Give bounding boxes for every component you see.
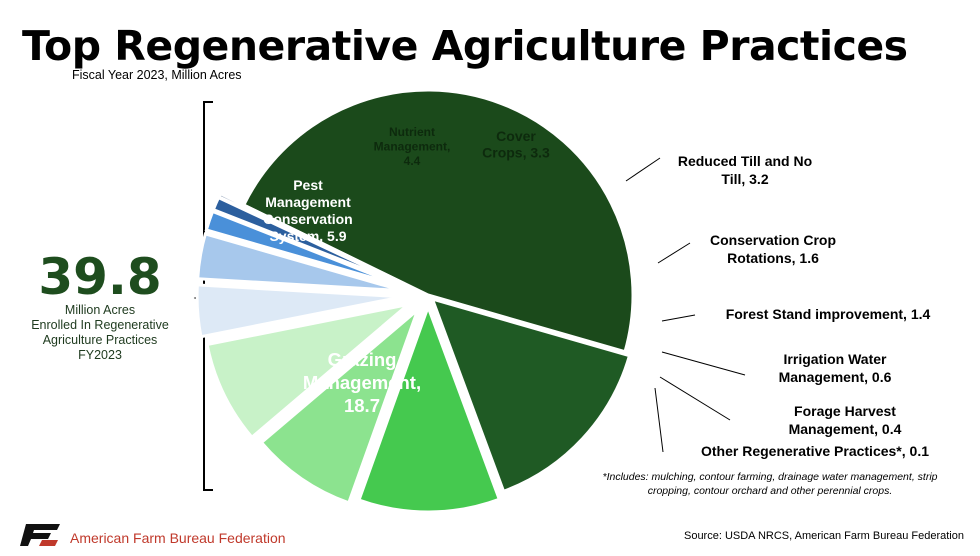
footnote-line: *Includes: mulching, contour farming, dr… (602, 471, 938, 483)
pie-slice (259, 305, 422, 505)
slice-label: Grazing Management, 18.7 (303, 349, 421, 416)
pie-slice (195, 283, 403, 339)
total-caption-line: Agriculture Practices (42, 333, 158, 347)
slice-label: Cover Crops, 3.3 (482, 128, 550, 161)
leader-line (657, 242, 691, 264)
organization-name: American Farm Bureau Federation (70, 530, 286, 546)
source-credit: Source: USDA NRCS, American Farm Bureau … (683, 530, 964, 542)
pie-slice (357, 302, 502, 514)
slice-label: Irrigation Water Management, 0.6 (779, 351, 892, 385)
total-caption-line: Enrolled In Regenerative (31, 318, 169, 332)
leader-line (625, 157, 661, 182)
pie-slice (241, 88, 635, 354)
leader-line (661, 314, 696, 322)
slice-label: Conservation Crop Rotations, 1.6 (710, 232, 836, 266)
slice-label: Forest Stand improvement, 1.4 (726, 306, 931, 322)
chart-subtitle: Fiscal Year 2023, Million Acres (72, 68, 242, 82)
total-acres-value: 39.8 (38, 248, 162, 306)
pie-slice (204, 209, 404, 289)
total-caption-line: FY2023 (78, 348, 122, 362)
farm-bureau-logo (20, 524, 60, 546)
slice-label: Forage Harvest Management, 0.4 (789, 403, 902, 437)
pie-slice (429, 296, 632, 494)
pie-slice (196, 232, 403, 293)
footnote: *Includes: mulching, contour farming, dr… (560, 470, 980, 498)
slice-label: Other Regenerative Practices*, 0.1 (701, 443, 929, 459)
leader-line (661, 351, 746, 376)
pie-slice (216, 191, 406, 286)
total-acres-caption: Million Acres Enrolled In Regenerative A… (0, 303, 200, 363)
slice-label: Reduced Till and No Till, 3.2 (678, 153, 812, 187)
chart-title: Top Regenerative Agriculture Practices (22, 22, 908, 70)
leader-line (654, 387, 664, 453)
slice-label: Nutrient Management, 4.4 (374, 125, 451, 168)
footnote-line: cropping, contour orchard and other pere… (647, 485, 893, 497)
slice-label: Pest Management Conservation System, 5.9 (263, 177, 352, 244)
total-caption-line: Million Acres (64, 303, 136, 317)
pie-slice (205, 301, 414, 440)
leader-line (659, 376, 731, 421)
